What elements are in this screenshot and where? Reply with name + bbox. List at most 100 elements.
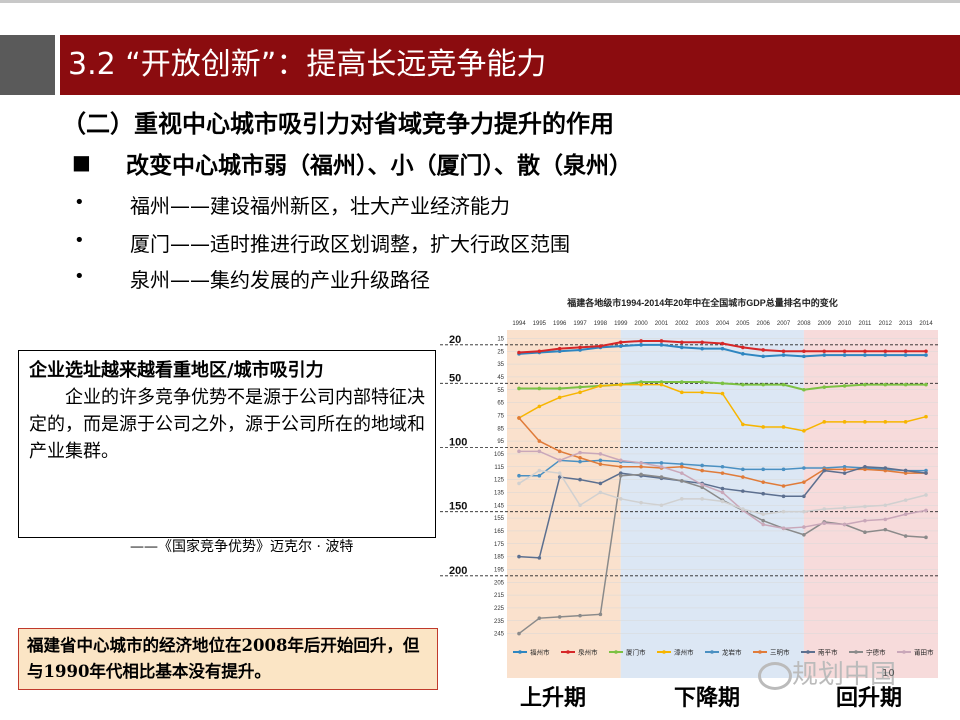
data-point [578, 348, 582, 352]
period-label-fall: 下降期 [674, 686, 741, 711]
data-point [822, 353, 827, 357]
data-point [741, 489, 745, 493]
data-point [822, 521, 827, 526]
data-point [639, 343, 643, 347]
y-tick-label: 125 [494, 478, 505, 484]
phase-band-2 [803, 330, 938, 678]
data-point [598, 490, 603, 495]
data-point [537, 556, 542, 560]
data-point [822, 420, 827, 424]
data-point [618, 344, 623, 348]
legend-label: 龙岩市 [722, 648, 742, 657]
y-tick-label: 25 [497, 349, 504, 355]
data-point [802, 509, 806, 514]
x-tick-label: 2003 [695, 321, 709, 327]
period-label-recover: 回升期 [836, 686, 903, 711]
data-point [883, 527, 888, 532]
x-tick-label: 2013 [899, 321, 913, 327]
data-point [537, 439, 542, 443]
data-point [924, 468, 928, 473]
chart-title: 福建各地级市1994-2014年20年中在全国城市GDP总量排名中的变化 [566, 297, 838, 308]
x-tick-label: 2008 [797, 321, 811, 327]
sub-bullet-quanzhou: 泉州——集约发展的产业升级路径 [130, 268, 430, 292]
data-point [700, 463, 704, 468]
x-tick-label: 1998 [594, 321, 608, 327]
data-point [842, 522, 847, 527]
data-point [659, 464, 664, 469]
reference-label: 150 [449, 501, 467, 513]
data-point [924, 493, 928, 497]
x-tick-label: 2006 [757, 321, 771, 327]
data-point [618, 473, 623, 478]
data-point [680, 380, 684, 384]
data-point [517, 481, 521, 486]
data-point [618, 340, 623, 345]
x-tick-label: 1996 [553, 321, 567, 327]
data-point [557, 449, 562, 454]
data-point [618, 458, 623, 463]
y-tick-label: 195 [494, 567, 505, 573]
data-point [822, 349, 827, 354]
data-point [842, 384, 847, 388]
legend-marker [710, 650, 714, 654]
data-point [883, 466, 888, 470]
data-point [761, 518, 765, 523]
sub-bullet-fuzhou: 福州——建设福州新区，壮大产业经济能力 [130, 194, 510, 218]
data-point [903, 534, 908, 538]
data-point [781, 509, 786, 514]
x-tick-label: 2005 [736, 321, 750, 327]
y-tick-label: 135 [494, 490, 505, 496]
data-point [598, 612, 603, 617]
data-point [924, 353, 928, 357]
x-tick-label: 1999 [614, 321, 628, 327]
legend-marker [758, 650, 762, 654]
data-point [618, 471, 623, 475]
data-point [537, 404, 542, 409]
data-point [863, 349, 867, 354]
x-tick-label: 2007 [777, 321, 791, 327]
legend-label: 漳州市 [674, 648, 694, 657]
data-point [517, 473, 521, 478]
data-point [781, 353, 786, 357]
data-point [761, 354, 765, 359]
data-point [578, 477, 582, 482]
data-point [802, 429, 806, 433]
data-point [883, 517, 888, 522]
data-point [700, 468, 704, 473]
data-point [720, 464, 725, 469]
data-point [557, 395, 562, 400]
legend-marker [806, 650, 810, 654]
data-point [639, 472, 643, 477]
y-tick-label: 75 [497, 413, 504, 419]
legend-marker [662, 650, 666, 654]
data-point [903, 382, 908, 387]
data-point [924, 382, 928, 387]
y-tick-label: 145 [494, 503, 505, 509]
data-point [883, 503, 888, 508]
data-point [761, 382, 765, 387]
data-point [781, 494, 786, 499]
data-point [720, 486, 725, 491]
data-point [659, 380, 664, 384]
data-point [680, 471, 684, 475]
data-point [557, 349, 562, 354]
legend-label: 南平市 [818, 648, 838, 657]
data-point [598, 481, 603, 486]
data-point [883, 353, 888, 357]
y-tick-label: 65 [497, 401, 504, 407]
data-point [517, 386, 521, 391]
y-tick-label: 205 [494, 580, 505, 586]
y-tick-label: 55 [497, 388, 504, 394]
dot-bullet-icon: • [74, 230, 85, 251]
legend-label: 三明市 [770, 648, 790, 657]
data-point [700, 485, 704, 490]
data-point [863, 382, 867, 387]
data-point [802, 349, 806, 354]
data-point [883, 420, 888, 424]
data-point [883, 349, 888, 354]
title-side-block [0, 35, 55, 95]
data-point [537, 449, 542, 454]
data-point [578, 390, 582, 395]
data-point [903, 349, 908, 354]
data-point [680, 464, 684, 469]
